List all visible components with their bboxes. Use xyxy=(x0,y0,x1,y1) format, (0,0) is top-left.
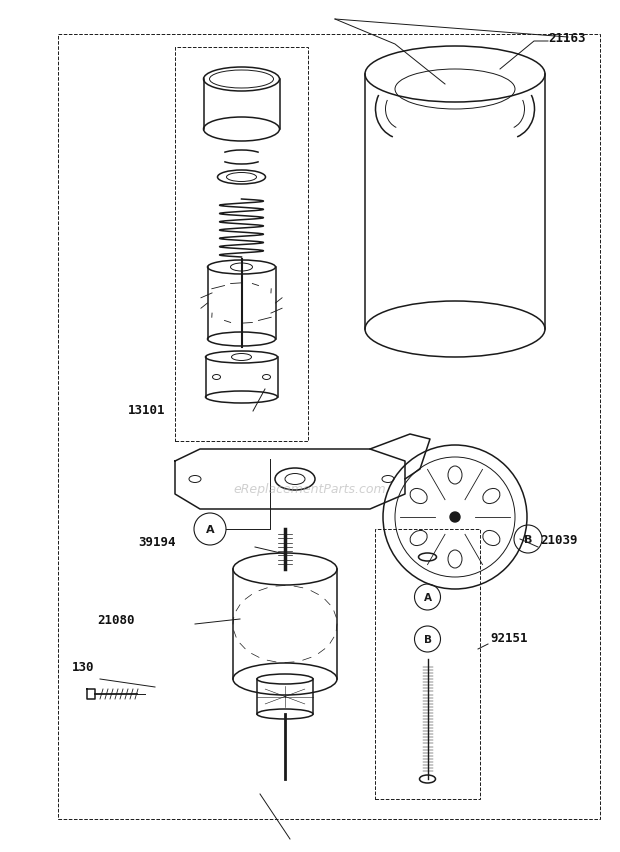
Text: B: B xyxy=(524,534,532,544)
Text: B: B xyxy=(423,634,432,644)
Text: A: A xyxy=(206,524,215,534)
Text: A: A xyxy=(423,592,432,602)
Text: 13101: 13101 xyxy=(128,403,165,416)
Circle shape xyxy=(450,512,460,522)
Bar xyxy=(375,529,480,799)
Bar xyxy=(175,48,308,441)
Text: eReplacementParts.com: eReplacementParts.com xyxy=(234,483,386,496)
Text: 21163: 21163 xyxy=(548,32,585,44)
Text: 92151: 92151 xyxy=(490,630,528,644)
Text: 130: 130 xyxy=(72,660,94,674)
Text: 21039: 21039 xyxy=(540,532,577,546)
Text: 39194: 39194 xyxy=(138,535,176,548)
Text: 21080: 21080 xyxy=(97,613,135,625)
Bar xyxy=(58,35,600,819)
